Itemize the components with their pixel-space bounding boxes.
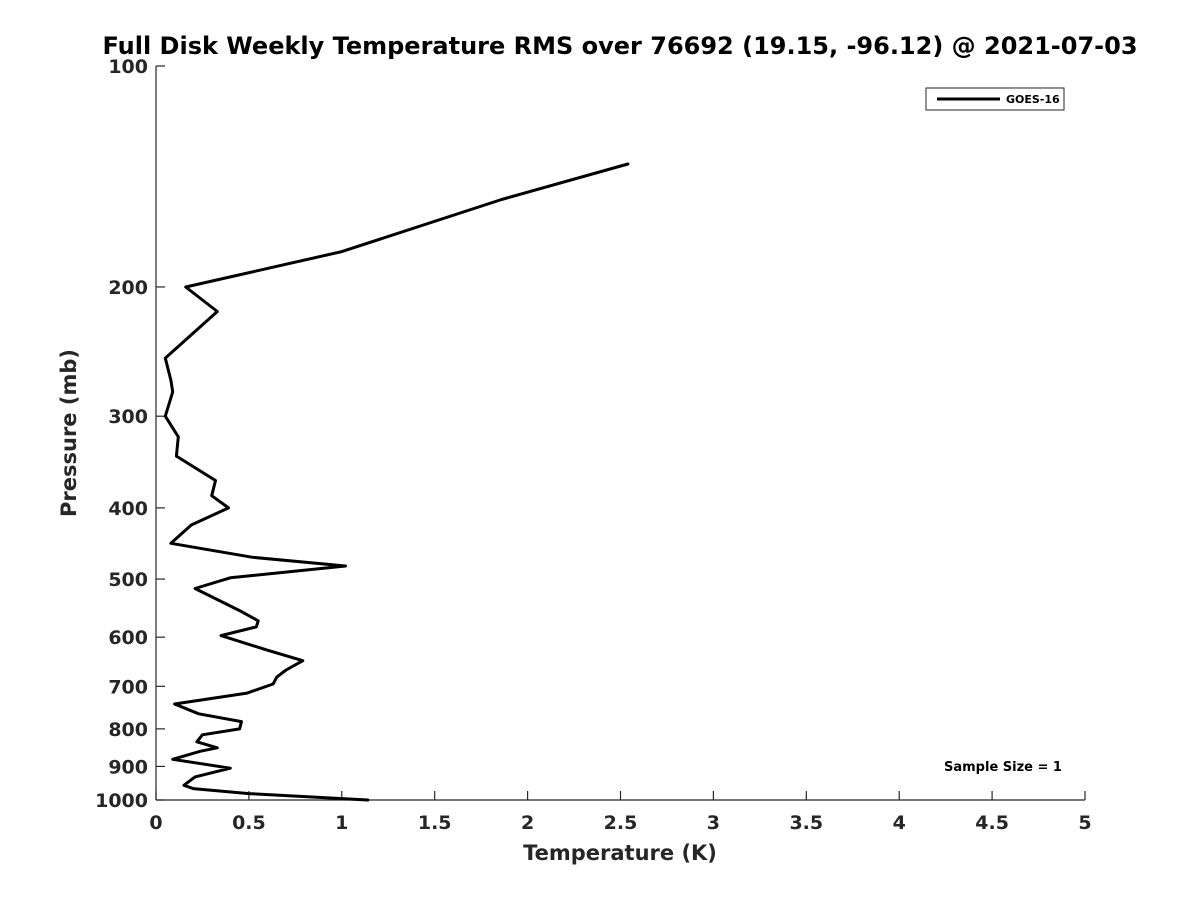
x-tick-label: 1.5: [418, 812, 452, 834]
x-ticks: 0 0.5 1 1.5 2 2.5 3 3.5 4 4.5 5: [149, 791, 1092, 834]
y-tick-label: 500: [108, 569, 148, 591]
x-tick-label: 0.5: [232, 812, 266, 834]
y-tick-label: 800: [108, 719, 148, 741]
axes: [155, 66, 1085, 801]
x-tick-label: 5: [1078, 812, 1091, 834]
x-tick-label: 3.5: [789, 812, 823, 834]
y-axis-label: Pressure (mb): [57, 349, 81, 517]
x-tick-label: 4: [893, 812, 906, 834]
y-tick-label: 300: [108, 406, 148, 428]
x-tick-label: 2.5: [604, 812, 638, 834]
x-tick-label: 2: [521, 812, 534, 834]
sample-size-annotation: Sample Size = 1: [944, 760, 1062, 775]
x-tick-label: 0: [149, 812, 162, 834]
y-tick-label: 100: [108, 56, 148, 78]
chart-title: Full Disk Weekly Temperature RMS over 76…: [102, 32, 1137, 60]
legend-entry-goes-16: GOES-16: [1006, 93, 1060, 106]
y-tick-label: 700: [108, 676, 148, 698]
y-tick-label: 400: [108, 498, 148, 520]
y-tick-label: 1000: [95, 790, 148, 812]
y-tick-label: 200: [108, 277, 148, 299]
series-layer: [163, 162, 630, 802]
y-tick-label: 600: [108, 627, 148, 649]
x-tick-label: 3: [707, 812, 720, 834]
y-tick-label: 900: [108, 756, 148, 778]
x-tick-label: 1: [335, 812, 348, 834]
x-tick-label: 4.5: [975, 812, 1009, 834]
series-line-0: [163, 162, 630, 802]
legend: GOES-16: [925, 87, 1065, 111]
y-ticks: 100 200 300 400 500 600 700 800 900 1000: [95, 56, 165, 812]
x-axis-label: Temperature (K): [523, 841, 717, 865]
